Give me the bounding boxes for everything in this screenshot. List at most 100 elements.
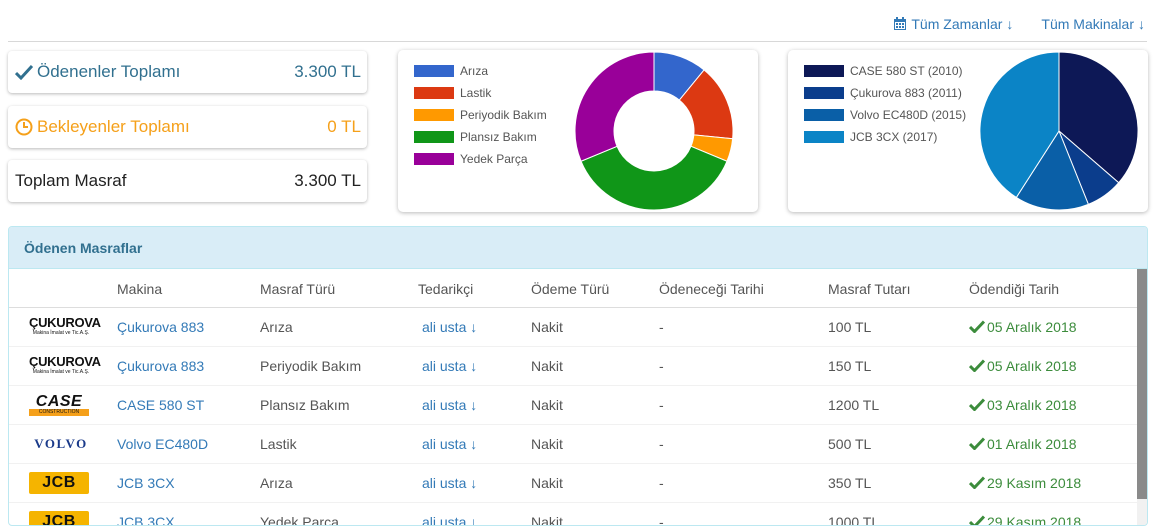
legend-label: Periyodik Bakım — [460, 108, 547, 122]
due-date-cell: - — [659, 345, 828, 385]
table-row: JCB JCB 3CX Arıza ali usta ↓ Nakit -350 TL 29 … — [9, 462, 1137, 502]
expense-type-legend-item[interactable]: Yedek Parça — [414, 148, 547, 170]
table-header-row: Makina Masraf Türü Tedarikçi Ödeme Türü … — [9, 269, 1137, 308]
header-divider — [8, 41, 1147, 42]
check-icon — [968, 515, 986, 525]
paid-date-cell: 01 Aralık 2018 — [968, 423, 1137, 463]
legend-swatch — [414, 153, 454, 165]
machine-slice[interactable] — [979, 51, 1060, 199]
due-date-cell: - — [659, 423, 828, 463]
column-header-supplier[interactable]: Tedarikçi — [418, 269, 531, 308]
supplier-label: ali usta — [422, 435, 467, 452]
expense-type-legend-item[interactable]: Arıza — [414, 60, 547, 82]
expense-type-slice[interactable] — [574, 51, 655, 162]
expense-type-legend-item[interactable]: Periyodik Bakım — [414, 104, 547, 126]
arrow-down-icon: ↓ — [1006, 16, 1014, 32]
machine-link[interactable]: JCB 3CX — [117, 513, 175, 526]
payment-type-cell: Nakit — [531, 462, 659, 502]
cukurova-logo-text: ÇUKUROVA — [29, 314, 101, 330]
expense-type-legend-item[interactable]: Lastik — [414, 82, 547, 104]
arrow-down-icon: ↓ — [470, 396, 478, 413]
arrow-down-icon: ↓ — [470, 435, 478, 452]
supplier-dropdown[interactable]: ali usta ↓ — [418, 319, 477, 335]
paid-date-text: 29 Kasım 2018 — [987, 474, 1082, 491]
machine-link[interactable]: JCB 3CX — [117, 474, 175, 491]
legend-label: Arıza — [460, 64, 489, 78]
paid-total-card: Ödenenler Toplamı 3.300 TL — [8, 51, 367, 93]
supplier-dropdown[interactable]: ali usta ↓ — [418, 436, 477, 452]
machine-logo-cell: JCB — [9, 462, 117, 502]
expense-type-slice[interactable] — [580, 145, 728, 211]
arrow-down-icon: ↓ — [470, 513, 478, 526]
check-icon — [968, 475, 986, 490]
paid-date-cell: 05 Aralık 2018 — [968, 345, 1137, 385]
expense-type-chart-card: Arıza Lastik Periyodik Bakım Plansız Bakım Y… — [398, 50, 758, 212]
supplier-dropdown[interactable]: ali usta ↓ — [418, 513, 478, 526]
machine-link[interactable]: Çukurova 883 — [117, 357, 205, 374]
paid-total-value: 3.300 TL — [294, 62, 361, 81]
machine-slice[interactable] — [1015, 129, 1090, 211]
legend-swatch — [414, 65, 454, 77]
supplier-dropdown[interactable]: ali usta ↓ — [418, 397, 477, 413]
machine-logo-cell: ÇUKUROVA Makina İmalat ve Tic.A.Ş. — [9, 345, 117, 385]
column-header-expense-type[interactable]: Masraf Türü — [260, 269, 418, 308]
supplier-label: ali usta — [422, 474, 467, 491]
machine-link[interactable]: Volvo EC480D — [117, 435, 209, 452]
machine-logo-cell: ÇUKUROVA Makina İmalat ve Tic.A.Ş. — [9, 306, 117, 346]
table-row: VOLVO Volvo EC480D Lastik ali usta ↓ Nakit -5… — [9, 423, 1137, 463]
due-date-cell: - — [659, 462, 828, 502]
machine-legend-item[interactable]: Çukurova 883 (2011) — [804, 82, 966, 104]
paid-date-cell: 29 Kasım 2018 — [968, 462, 1137, 502]
expenses-table: Makina Masraf Türü Tedarikçi Ödeme Türü … — [9, 269, 1137, 526]
column-header-due-date[interactable]: Ödeneceği Tarihi — [659, 269, 828, 308]
paid-date-text: 05 Aralık 2018 — [987, 357, 1077, 374]
scrollbar-thumb[interactable] — [1137, 269, 1147, 499]
column-header-payment-type[interactable]: Ödeme Türü — [531, 269, 659, 308]
column-header-machine[interactable]: Makina — [117, 269, 260, 308]
logo-column-header — [9, 269, 117, 308]
paid-total-label: Ödenenler Toplamı — [37, 62, 181, 81]
legend-label: Volvo EC480D (2015) — [850, 108, 967, 122]
supplier-dropdown[interactable]: ali usta ↓ — [418, 475, 477, 491]
table-scroll-area[interactable]: Makina Masraf Türü Tedarikçi Ödeme Türü … — [9, 269, 1147, 526]
paid-date-cell: 05 Aralık 2018 — [968, 306, 1137, 346]
machine-link[interactable]: CASE 580 ST — [117, 396, 205, 413]
total-expense-card: Toplam Masraf 3.300 TL — [8, 160, 367, 202]
clock-icon — [15, 118, 33, 136]
machine-slice[interactable] — [1058, 51, 1139, 184]
payment-type-cell: Nakit — [531, 345, 659, 385]
legend-swatch — [804, 109, 844, 121]
check-icon — [968, 358, 986, 373]
machine-link[interactable]: Çukurova 883 — [117, 318, 205, 335]
legend-label: Plansız Bakım — [460, 130, 537, 144]
pending-total-card: Bekleyenler Toplamı 0 TL — [8, 106, 367, 148]
machine-logo-cell: JCB — [9, 501, 117, 525]
expense-type-cell: Arıza — [260, 306, 418, 346]
machine-legend-item[interactable]: JCB 3CX (2017) — [804, 126, 966, 148]
machine-chart-card: CASE 580 ST (2010) Çukurova 883 (2011) Vol… — [788, 50, 1148, 212]
expense-type-legend-item[interactable]: Plansız Bakım — [414, 126, 547, 148]
time-filter-dropdown[interactable]: Tüm Zamanlar ↓ — [893, 16, 1013, 32]
calendar-icon — [894, 17, 907, 30]
cukurova-logo-text: ÇUKUROVA — [29, 353, 101, 369]
machine-legend-item[interactable]: Volvo EC480D (2015) — [804, 104, 966, 126]
supplier-label: ali usta — [422, 513, 467, 526]
panel-title: Ödenen Masraflar — [9, 227, 1147, 269]
check-icon — [968, 436, 986, 451]
column-header-amount[interactable]: Masraf Tutarı — [828, 269, 969, 308]
jcb-logo: JCB — [29, 510, 89, 525]
supplier-label: ali usta — [422, 318, 467, 335]
arrow-down-icon: ↓ — [470, 318, 478, 335]
legend-label: CASE 580 ST (2010) — [850, 64, 963, 78]
table-row: JCB JCB 3CX Yedek Parça ali usta ↓ Nakit -100… — [9, 501, 1137, 526]
machine-logo-cell: VOLVO — [9, 423, 117, 463]
volvo-logo: VOLVO — [34, 435, 88, 451]
column-header-paid-date[interactable]: Ödendiği Tarih — [969, 269, 1137, 308]
amount-cell: 100 TL — [828, 306, 969, 346]
amount-cell: 500 TL — [828, 423, 969, 463]
amount-cell: 1200 TL — [828, 384, 969, 424]
expense-type-cell: Periyodik Bakım — [260, 345, 418, 385]
machine-legend-item[interactable]: CASE 580 ST (2010) — [804, 60, 966, 82]
machine-filter-dropdown[interactable]: Tüm Makinalar ↓ — [1041, 16, 1145, 32]
supplier-dropdown[interactable]: ali usta ↓ — [418, 358, 477, 374]
